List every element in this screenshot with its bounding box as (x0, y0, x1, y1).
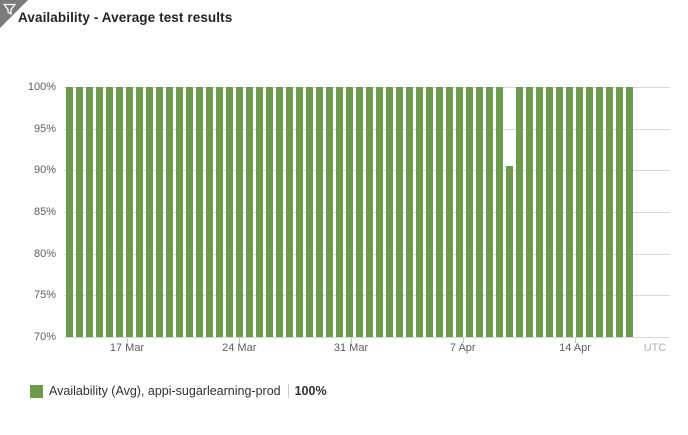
availability-bar (606, 87, 613, 337)
availability-bar (276, 87, 283, 337)
x-tick-label: 7 Apr (449, 342, 476, 354)
filter-icon (3, 3, 16, 16)
availability-bar (536, 87, 543, 337)
x-tick-label: 24 Mar (222, 342, 257, 354)
availability-bar (426, 87, 433, 337)
availability-bar (506, 166, 513, 337)
legend-series-label: Availability (Avg), appi-sugarlearning-p… (49, 384, 281, 398)
legend-series-value: 100% (294, 384, 327, 398)
availability-bar (576, 87, 583, 337)
availability-bar (76, 87, 83, 337)
chart-title: Availability - Average test results (18, 10, 233, 25)
availability-bar (466, 87, 473, 337)
availability-bar (456, 87, 463, 337)
availability-bar (416, 87, 423, 337)
availability-bar (316, 87, 323, 337)
availability-bar (206, 87, 213, 337)
x-tick-label: 14 Apr (559, 342, 591, 354)
x-tick-label: 17 Mar (109, 342, 145, 354)
availability-bar (526, 87, 533, 337)
availability-bar (186, 87, 193, 337)
availability-bar (516, 87, 523, 337)
x-tick (239, 338, 241, 343)
availability-bar (266, 87, 273, 337)
y-axis-labels: 100% 95% 90% 85% 80% 75% 70% (0, 81, 59, 343)
y-tick-label: 85% (33, 206, 56, 218)
y-tick-label: 95% (33, 122, 56, 135)
availability-bar (226, 87, 233, 337)
availability-bar (246, 87, 253, 337)
x-tick (351, 338, 352, 343)
legend-item[interactable]: Availability (Avg), appi-sugarlearning-p… (30, 383, 327, 399)
y-tick-label: 80% (33, 247, 56, 260)
availability-bar (156, 87, 163, 337)
availability-bar (346, 87, 353, 337)
availability-bar (406, 87, 413, 337)
gridline (64, 337, 670, 338)
availability-bar (166, 87, 173, 337)
bar-series (66, 87, 636, 337)
availability-bar (296, 87, 303, 337)
availability-bar (356, 87, 363, 337)
availability-bar (546, 87, 553, 337)
availability-bar (96, 87, 103, 337)
availability-bar (106, 87, 113, 337)
availability-bar (486, 87, 493, 337)
y-tick-label: 75% (33, 289, 56, 302)
availability-bar (116, 87, 123, 337)
availability-bar (136, 87, 143, 337)
x-tick-label: 31 Mar (333, 342, 369, 354)
y-tick-label: 70% (33, 331, 56, 343)
legend-divider (287, 384, 289, 398)
availability-bar (86, 87, 93, 337)
availability-bar (446, 87, 453, 337)
availability-bar (566, 87, 573, 337)
availability-bar (556, 87, 563, 337)
availability-bar (376, 87, 383, 337)
y-tick-label: 90% (33, 164, 56, 177)
availability-bar (176, 87, 183, 337)
x-tick (462, 338, 464, 343)
availability-bar (616, 87, 623, 337)
availability-bar (216, 87, 223, 337)
y-tick-label: 100% (27, 81, 56, 93)
availability-bar (236, 87, 243, 337)
availability-bar (386, 87, 393, 337)
plot-area (64, 87, 670, 338)
availability-bar (336, 87, 343, 337)
availability-bar (286, 87, 293, 337)
availability-bar (476, 87, 483, 337)
availability-bar (196, 87, 203, 337)
filter-applied-banner[interactable] (0, 0, 28, 28)
availability-bar (306, 87, 313, 337)
x-tick (126, 338, 128, 343)
x-axis: UTC 17 Mar 24 Mar 31 Mar 7 Apr 14 Apr (64, 337, 670, 357)
availability-bar (256, 87, 263, 337)
availability-bar (326, 87, 333, 337)
availability-bar (66, 87, 73, 337)
availability-bar (126, 87, 133, 337)
availability-bar (496, 87, 503, 337)
availability-bar (146, 87, 153, 337)
availability-bar (396, 87, 403, 337)
legend-swatch (30, 384, 43, 398)
timezone-label: UTC (643, 342, 667, 354)
availability-bar (596, 87, 603, 337)
availability-bar (626, 87, 633, 337)
x-tick (575, 338, 576, 343)
availability-bar (366, 87, 373, 337)
availability-bar (586, 87, 593, 337)
availability-bar (436, 87, 443, 337)
